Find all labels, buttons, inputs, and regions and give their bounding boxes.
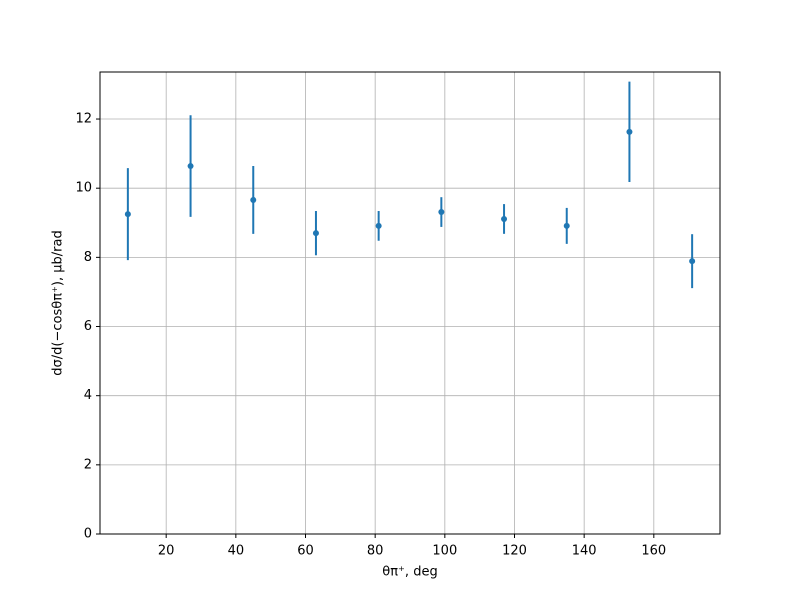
- x-tick-label: 100: [432, 544, 457, 559]
- y-tick-label: 2: [84, 457, 92, 472]
- data-point: [626, 128, 633, 135]
- y-axis-label: dσ/d(−cosθπ⁺), μb/rad: [51, 230, 66, 375]
- data-point: [375, 222, 382, 229]
- x-tick-label: 160: [641, 544, 666, 559]
- x-axis-label: θπ⁺, deg: [382, 565, 437, 580]
- y-tick-label: 0: [84, 527, 92, 542]
- data-point: [563, 222, 570, 229]
- data-point: [187, 163, 194, 170]
- data-point: [438, 209, 445, 216]
- plot-frame: [99, 71, 721, 535]
- x-tick-label: 80: [367, 544, 384, 559]
- data-point: [312, 230, 319, 237]
- data-point: [689, 258, 696, 265]
- x-tick-label: 60: [297, 544, 314, 559]
- data-point: [124, 211, 131, 218]
- y-tick-label: 8: [84, 250, 92, 265]
- x-tick-label: 120: [502, 544, 527, 559]
- x-tick-label: 20: [158, 544, 175, 559]
- y-tick-label: 6: [84, 319, 92, 334]
- y-tick-label: 10: [75, 181, 92, 196]
- y-tick-label: 4: [84, 388, 92, 403]
- x-tick-label: 40: [228, 544, 245, 559]
- data-point: [501, 215, 508, 222]
- data-point: [250, 196, 257, 203]
- y-tick-label: 12: [75, 112, 92, 127]
- x-tick-label: 140: [572, 544, 597, 559]
